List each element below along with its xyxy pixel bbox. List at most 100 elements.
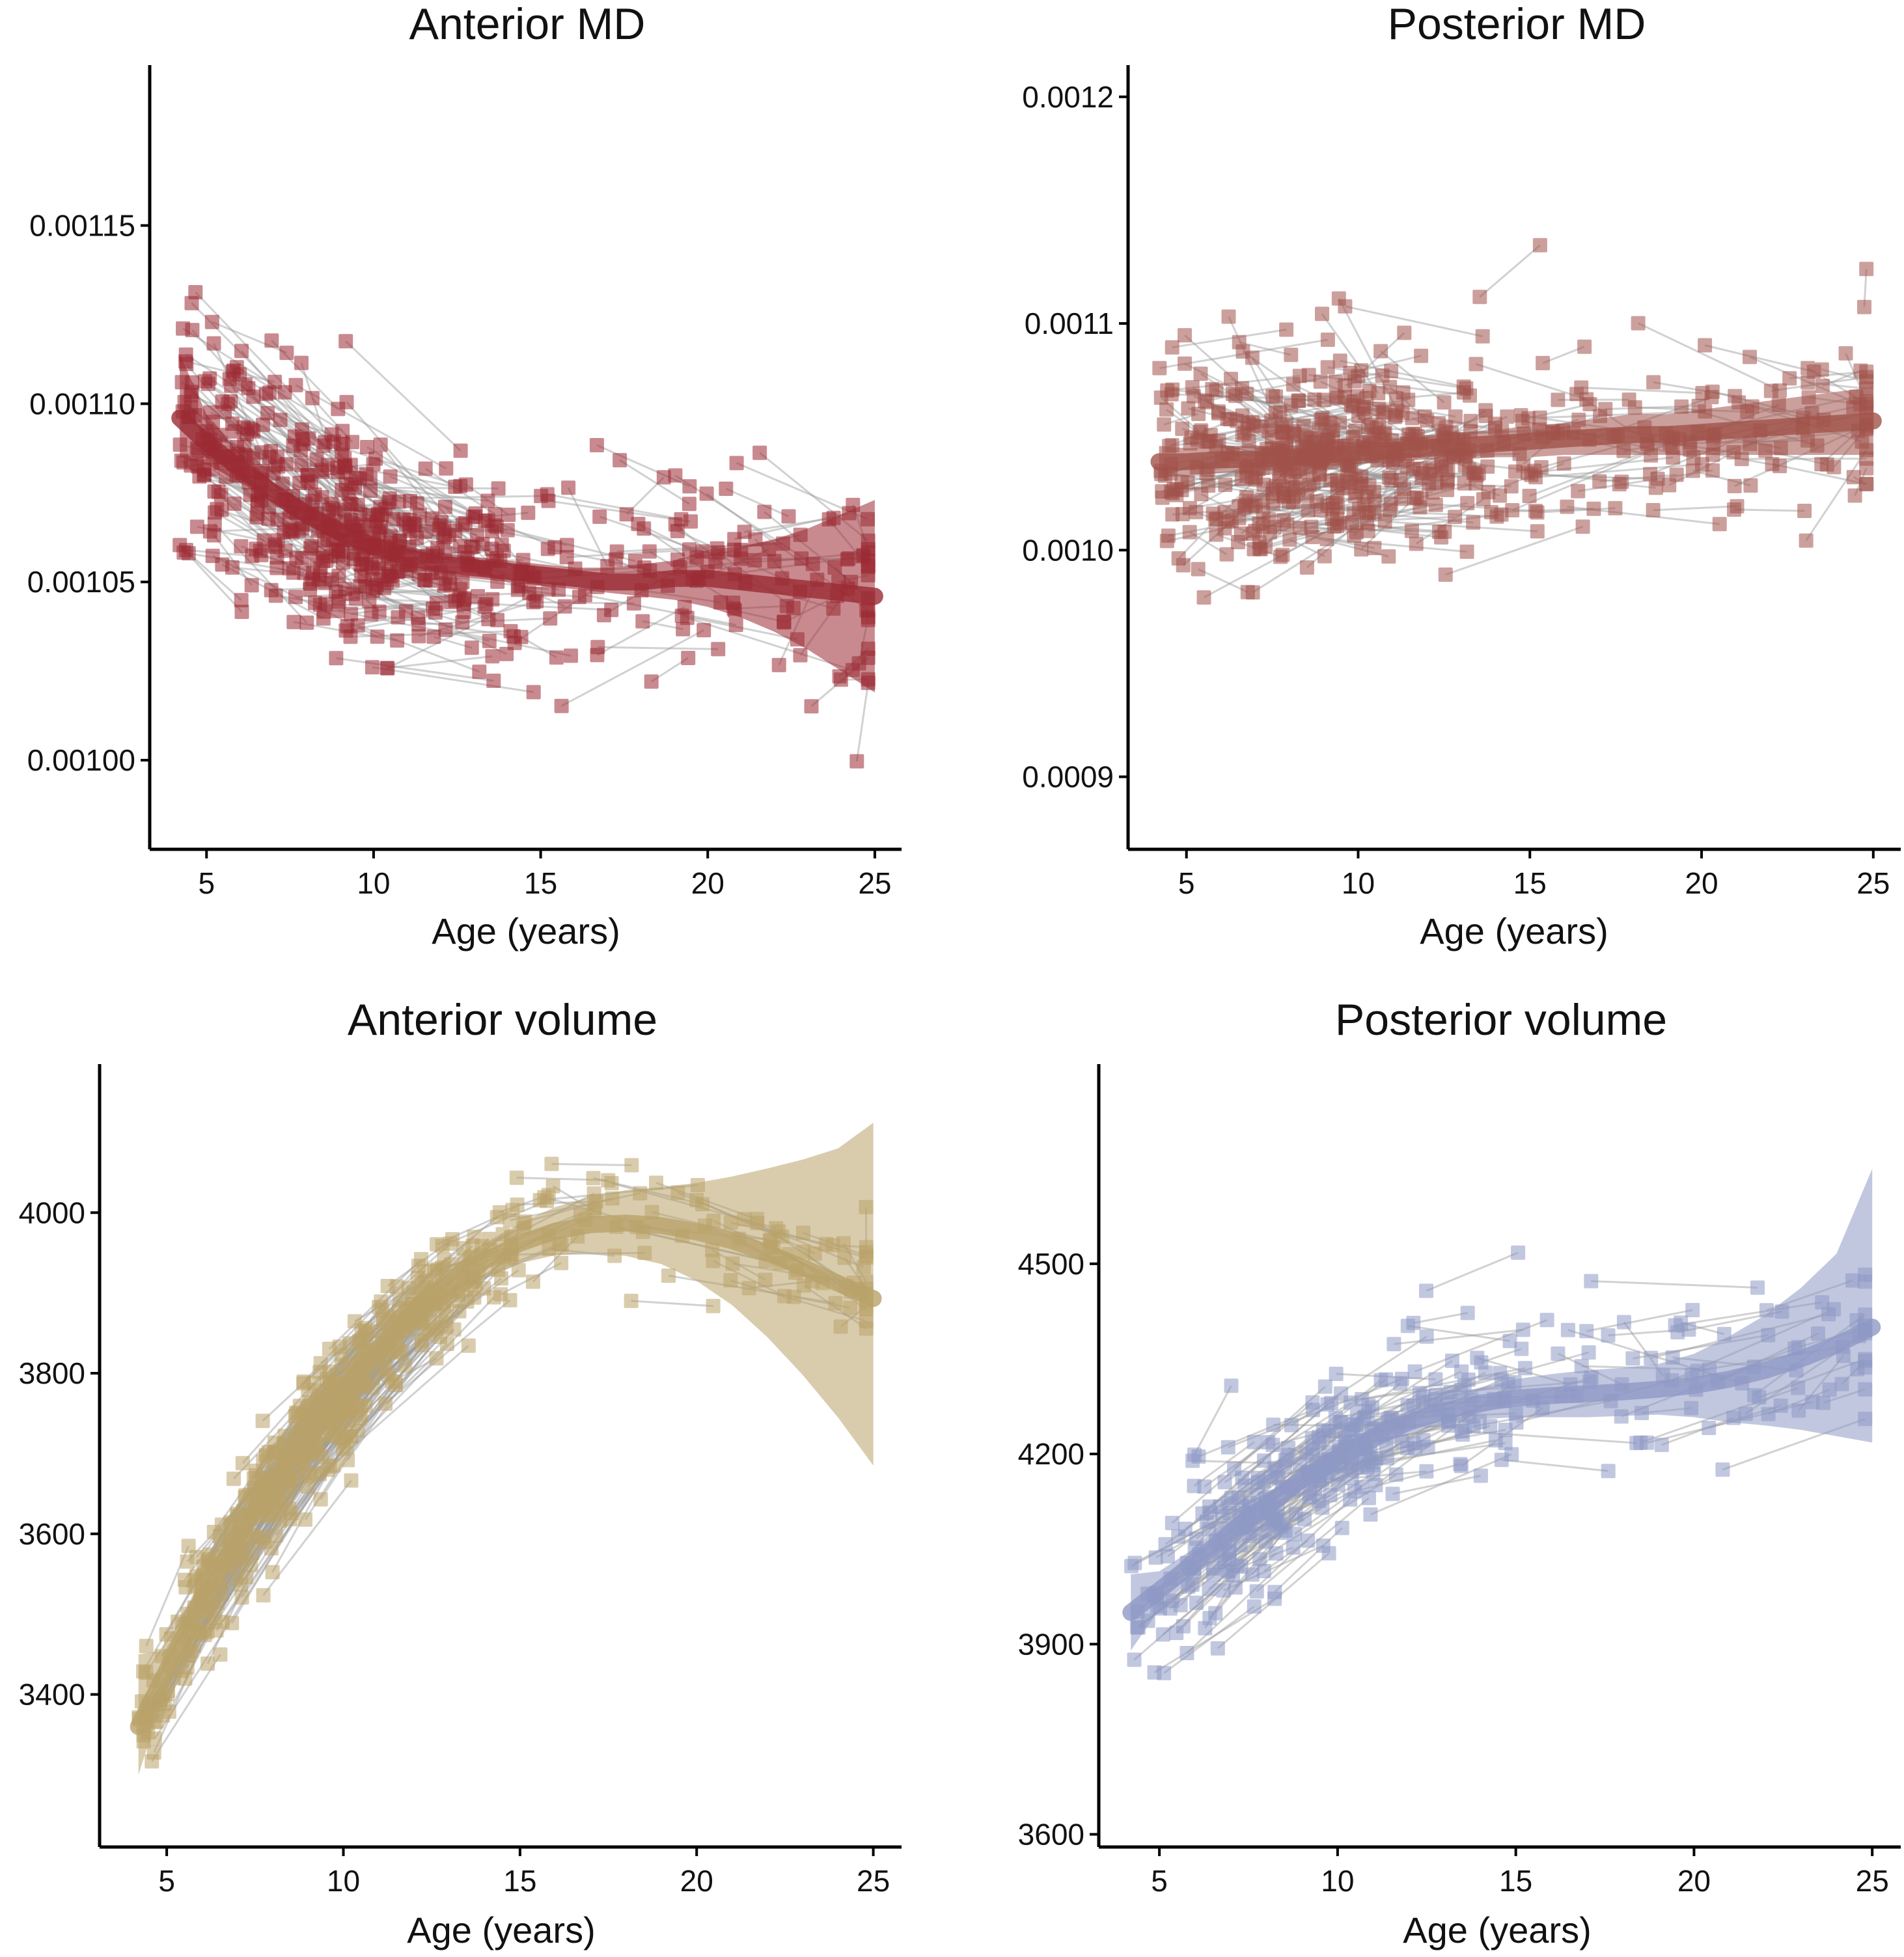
data-point [457,591,472,606]
y-tick-label: 0.0009 [1022,760,1114,794]
data-point [1261,1435,1276,1449]
subject-line [1413,1311,1468,1324]
data-point [1801,375,1815,390]
data-point [1299,560,1314,575]
data-point [1454,1458,1469,1473]
data-point [338,623,353,638]
data-point [1400,1398,1415,1413]
data-point [1473,1468,1488,1483]
data-point [1224,372,1238,387]
subject-line [744,517,834,533]
data-point [681,651,696,665]
data-point [1279,322,1294,337]
data-point [1814,457,1829,472]
data-point [1428,497,1443,512]
data-point [346,586,360,601]
data-point [1470,1350,1485,1365]
x-tick-label: 15 [524,866,557,900]
data-point [1178,328,1192,343]
data-point [1532,238,1547,253]
data-point [1674,1315,1689,1330]
data-point [234,1590,249,1605]
subject-line [1193,1441,1255,1487]
data-point [344,607,359,622]
data-point [1315,307,1329,322]
data-point [1316,1539,1331,1553]
data-point [1504,479,1519,494]
data-point [344,1473,359,1488]
data-point [214,502,229,517]
data-point [849,754,864,769]
data-point [1334,1520,1349,1535]
x-tick-label: 5 [1151,1864,1168,1898]
subject-line [151,1654,221,1762]
data-point [590,648,605,663]
subject-line [336,657,494,682]
data-point [697,623,711,638]
data-point [1646,502,1661,517]
data-point [1124,1559,1139,1574]
chart-marks [130,1123,882,1775]
data-point [1269,1546,1284,1561]
data-point [1165,340,1180,355]
data-point [273,413,288,428]
data-point [1331,291,1346,306]
data-point [1163,1601,1178,1616]
data-point [1715,1462,1730,1477]
data-point [316,438,331,453]
data-point [499,646,514,661]
data-point [537,1190,552,1205]
subject-line [214,523,308,623]
data-point [1284,1417,1299,1432]
data-point [1616,1315,1631,1330]
data-point [1806,364,1821,379]
data-point [299,1401,314,1416]
data-point [1189,1531,1204,1546]
y-tick-label: 0.0011 [1025,307,1114,340]
data-point [1330,486,1345,500]
data-point [1694,457,1709,472]
data-point [1216,1583,1231,1598]
data-point [1644,1350,1659,1365]
data-point [250,495,265,510]
data-point [1827,459,1842,474]
data-point [370,629,385,644]
data-point [380,1279,395,1293]
data-point [1198,1621,1213,1635]
data-point [544,1156,559,1171]
confidence-band [1131,1168,1873,1650]
data-point [391,610,406,625]
data-point [1859,461,1874,476]
data-point [1360,523,1375,538]
data-point [1345,515,1359,530]
subject-line [385,1299,511,1404]
data-point [1351,368,1366,383]
data-point [331,1414,346,1429]
subject-line [1479,244,1541,298]
data-point [596,608,611,623]
data-point [1148,1550,1163,1565]
data-point [1203,1505,1218,1520]
y-tick-label: 3600 [1018,1818,1084,1852]
x-tick-label: 10 [357,866,390,900]
data-point [438,499,452,514]
data-point [1712,517,1727,532]
data-point [1838,346,1853,361]
data-point [202,524,217,539]
y-tick-label: 0.00105 [27,565,135,599]
data-point [1286,377,1301,392]
data-point [1157,1665,1172,1680]
data-point [1698,338,1713,353]
data-point [589,438,604,452]
data-point [329,541,344,556]
data-point [676,622,691,636]
data-point [1304,1430,1319,1445]
data-point [1344,1471,1359,1485]
data-point [1217,1475,1232,1490]
data-point [1513,408,1528,423]
data-point [1560,499,1575,514]
data-point [176,545,191,560]
data-point [1857,299,1871,314]
y-tick-label: 4500 [1018,1247,1084,1281]
